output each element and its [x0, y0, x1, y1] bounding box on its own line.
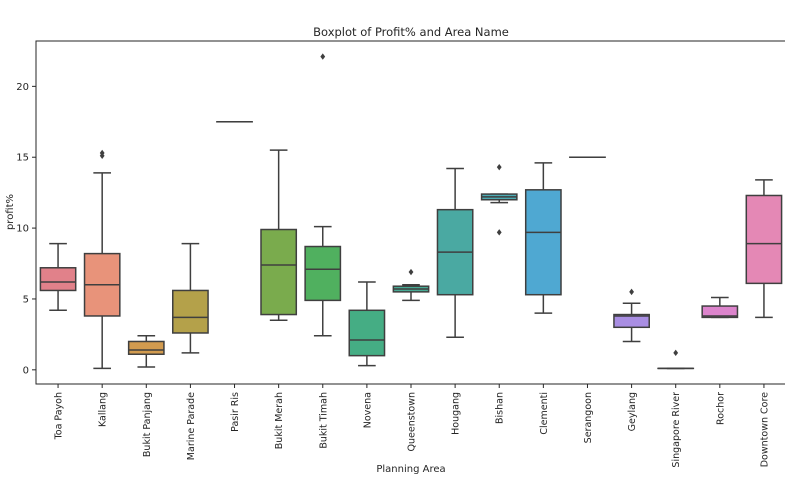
y-tick-label: 20 [16, 82, 29, 93]
x-axis: Toa Payoh Kallang Bukit Panjang Marine Para… [54, 384, 770, 468]
plot-frame [35, 40, 785, 385]
outlier-point [496, 163, 502, 171]
y-axis: 0 5 10 15 20 [16, 82, 36, 376]
box [613, 313, 650, 329]
y-tick-label: 0 [23, 365, 29, 376]
outlier-point [629, 288, 634, 296]
x-tick-label: Hougang [451, 392, 462, 435]
y-tick-label: 5 [23, 294, 29, 305]
box-group [260, 149, 298, 321]
box-group [745, 179, 783, 319]
x-tick-label: Bukit Panjang [142, 392, 153, 457]
y-axis-label: profit% [5, 194, 16, 230]
x-tick-label: Serangoon [583, 392, 594, 443]
box-group [127, 335, 165, 368]
x-tick-label: Bishan [495, 392, 506, 424]
plot-area [39, 53, 783, 370]
box [701, 305, 739, 319]
x-tick-label: Bukit Timah [318, 392, 329, 449]
box-group [480, 163, 518, 236]
x-tick-label: Bukit Merah [274, 392, 285, 449]
x-tick-label: Singapore River [671, 392, 682, 468]
box-group [304, 53, 342, 337]
x-tick-label: Toa Payoh [54, 392, 65, 440]
outlier-point [320, 53, 326, 60]
box [172, 289, 209, 334]
box [39, 267, 77, 292]
box [524, 189, 562, 296]
box [304, 245, 342, 302]
outlier-point [408, 268, 414, 276]
box-group [348, 281, 386, 367]
outlier-point [496, 229, 502, 236]
box-group [392, 268, 430, 302]
box [260, 228, 298, 316]
box-group [657, 349, 695, 370]
x-tick-label: Novena [362, 392, 373, 428]
box-group [436, 167, 474, 338]
box-group [613, 288, 650, 343]
box [348, 309, 386, 357]
x-tick-label: Rochor [715, 392, 726, 425]
box-group [172, 242, 209, 354]
y-tick-label: 10 [16, 224, 29, 235]
box-group [83, 149, 121, 370]
x-axis-label: Planning Area [376, 464, 445, 475]
box-group [39, 242, 77, 312]
box [127, 340, 165, 355]
outlier-point [99, 149, 105, 157]
x-tick-label: Clementi [539, 392, 550, 435]
chart-title: Boxplot of Profit% and Area Name [313, 25, 509, 39]
x-tick-label: Kallang [98, 392, 109, 427]
x-tick-label: Downtown Core [759, 392, 770, 467]
y-tick-label: 15 [16, 153, 29, 164]
x-tick-label: Pasir Ris [230, 392, 241, 432]
box [745, 194, 783, 285]
box-group [524, 162, 562, 314]
x-tick-label: Marine Parade [186, 392, 197, 460]
outlier-point [673, 349, 679, 357]
box-group [701, 296, 739, 319]
x-tick-label: Geylang [627, 392, 638, 431]
x-tick-label: Queenstown [407, 392, 418, 452]
